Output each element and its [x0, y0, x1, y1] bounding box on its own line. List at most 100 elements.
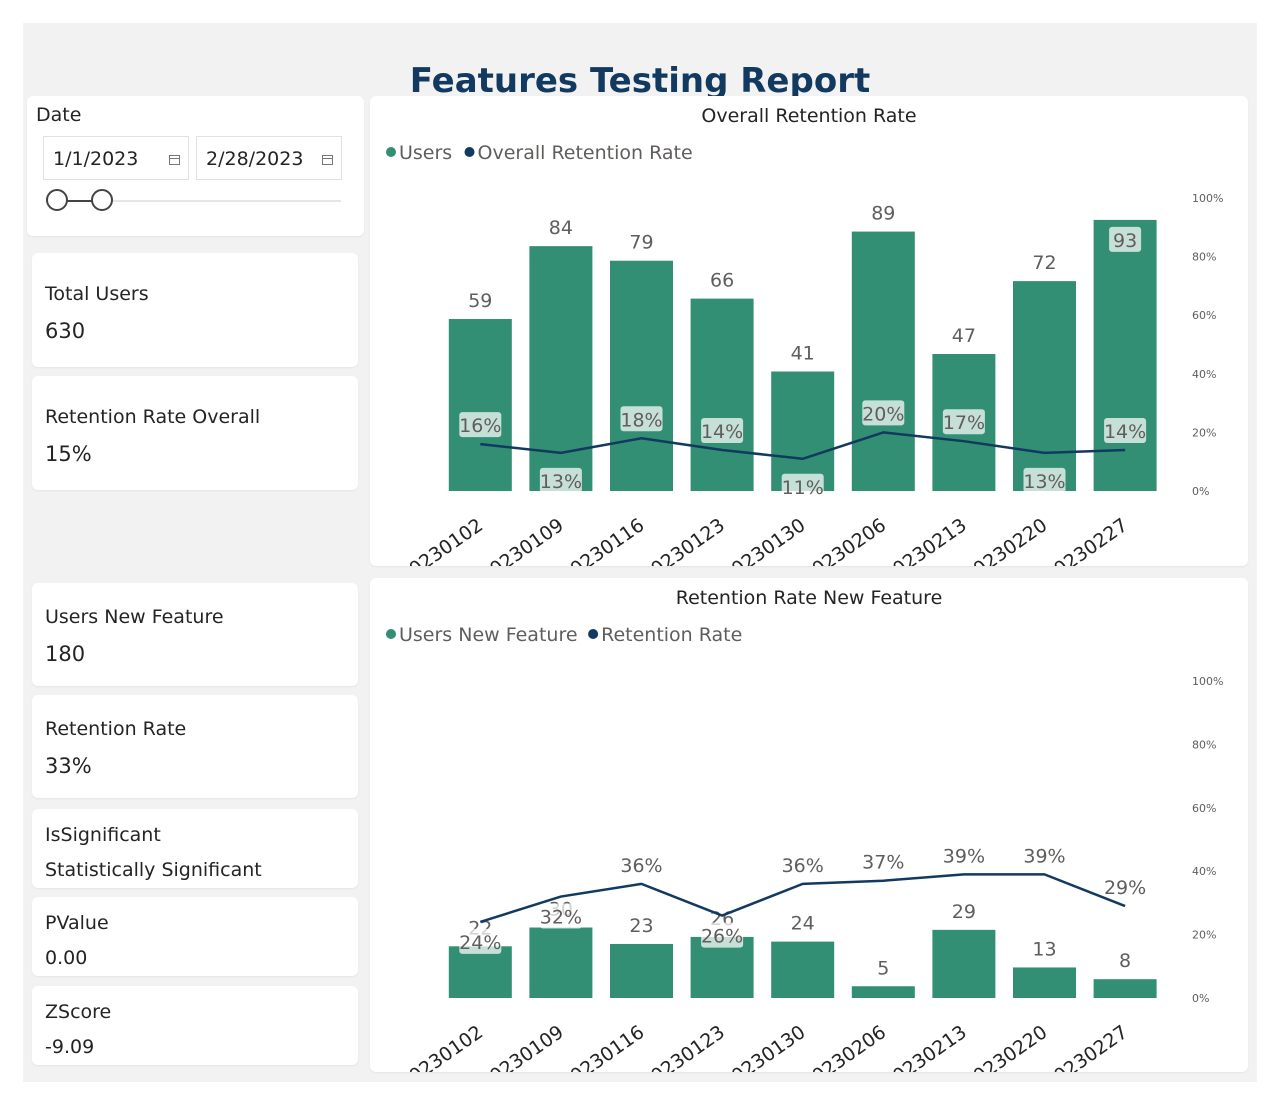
bar-20230116 — [610, 943, 673, 998]
bar-20230109 — [529, 246, 593, 491]
chart-title: Retention Rate New Feature — [676, 587, 943, 609]
kpi-value: 0.00 — [45, 947, 88, 969]
secondary-axis-tick: 80% — [1192, 251, 1216, 264]
kpi-label: ZScore — [45, 1001, 112, 1023]
retention-new-feature-chart: Retention Rate New Feature Users New Feat… — [370, 578, 1248, 1095]
bar-20230102 — [448, 319, 512, 491]
x-tick-label: 20230213 — [879, 1021, 971, 1072]
date-slicer: Date 1/1/2023 2/28/2023 — [27, 96, 364, 236]
kpi-label: Retention Rate — [45, 718, 187, 740]
secondary-axis-tick: 60% — [1192, 802, 1216, 815]
line-data-label: 26% — [701, 926, 743, 948]
bar-data-label: 59 — [468, 290, 492, 312]
bar-data-label-bg — [1109, 226, 1142, 252]
bar-20230220 — [1013, 281, 1076, 491]
x-tick-label: 20230220 — [960, 1021, 1052, 1072]
bar-20230102 — [448, 946, 512, 998]
line-data-label: 13% — [540, 471, 582, 493]
line-data-label: 39% — [1023, 845, 1065, 867]
legend-marker-line — [464, 147, 475, 157]
kpi-users-new-feature: Users New Feature 180 — [32, 583, 358, 686]
line-data-label-bg — [620, 406, 663, 432]
secondary-axis-tick: 40% — [1192, 368, 1216, 381]
x-tick-label: 20230206 — [798, 1021, 890, 1072]
bar-20230109 — [529, 927, 593, 998]
page-title: Features Testing Report — [409, 61, 871, 101]
kpi-label: IsSignificant — [45, 824, 161, 846]
x-tick-label: 20230213 — [879, 514, 971, 566]
kpi-value: 180 — [45, 642, 86, 666]
bar-20230206 — [851, 231, 915, 491]
line-data-label: 13% — [1023, 471, 1065, 493]
kpi-retention-overall: Retention Rate Overall 15% — [32, 376, 358, 490]
legend-marker-bar — [386, 629, 396, 639]
x-tick-label: 20230123 — [637, 1021, 729, 1072]
bar-20230227 — [1093, 219, 1157, 491]
x-tick-label: 20230102 — [395, 1021, 487, 1072]
legend-marker-bar — [386, 147, 396, 157]
kpi-value: 630 — [45, 319, 86, 343]
line-data-label: 36% — [782, 855, 824, 877]
calendar-icon[interactable] — [322, 155, 333, 165]
end-date-input[interactable]: 2/28/2023 — [196, 136, 342, 180]
line-data-label: 24% — [459, 932, 501, 954]
overall-retention-chart: Overall Retention Rate Users Overall Reten… — [370, 96, 1248, 588]
date-slider-end-handle[interactable] — [91, 189, 113, 211]
bar-data-label: 79 — [629, 232, 653, 254]
line-data-label-bg — [459, 928, 502, 954]
chart-title: Overall Retention Rate — [701, 105, 916, 127]
kpi-label: PValue — [45, 912, 109, 934]
bar-20230123 — [690, 298, 754, 491]
date-slider-start-handle[interactable] — [46, 189, 68, 211]
bar-data-label: 29 — [952, 901, 976, 923]
secondary-axis-tick: 0% — [1192, 485, 1209, 498]
x-tick-label: 20230109 — [476, 514, 568, 566]
line-data-label-bg — [1104, 417, 1147, 443]
kpi-value: Statistically Significant — [45, 859, 262, 881]
x-tick-label: 20230130 — [718, 514, 810, 566]
line-data-label-bg — [781, 473, 824, 499]
kpi-zscore: ZScore -9.09 — [32, 986, 358, 1065]
line-data-label-bg — [942, 409, 985, 435]
overall-retention-chart-svg: Overall Retention Rate Users Overall Reten… — [386, 105, 1223, 588]
x-tick-label: 20230227 — [1040, 514, 1132, 566]
bar-data-label: 5 — [877, 957, 889, 979]
line-data-label-bg — [862, 400, 905, 426]
kpi-pvalue: PValue 0.00 — [32, 897, 358, 976]
line-data-label: 37% — [862, 852, 904, 874]
line-data-label-bg — [539, 467, 582, 493]
secondary-axis-tick: 100% — [1192, 675, 1223, 688]
line-data-label: 36% — [620, 855, 662, 877]
line-data-label-bg — [701, 417, 744, 443]
kpi-value: 33% — [45, 754, 92, 778]
line-data-label-bg — [701, 922, 744, 948]
kpi-label: Users New Feature — [45, 606, 224, 628]
line-data-label: 20% — [862, 403, 904, 425]
date-slider-track[interactable] — [57, 200, 341, 202]
start-date-input[interactable]: 1/1/2023 — [43, 136, 189, 180]
bar-data-label: 84 — [549, 217, 573, 239]
x-tick-label: 20230206 — [798, 514, 890, 566]
secondary-axis-tick: 100% — [1192, 192, 1223, 205]
x-tick-label: 20230123 — [637, 514, 729, 566]
x-tick-label: 20230116 — [557, 514, 649, 566]
line-data-label-bg — [459, 412, 502, 438]
legend-label: Retention Rate — [601, 624, 742, 646]
bar-20230206 — [851, 986, 915, 998]
calendar-icon[interactable] — [169, 155, 180, 165]
bar-20230130 — [771, 371, 835, 491]
bar-data-label: 93 — [1113, 230, 1137, 252]
start-date-value: 1/1/2023 — [53, 148, 139, 170]
kpi-total-users: Total Users 630 — [32, 253, 358, 367]
x-tick-label: 20230227 — [1040, 1021, 1132, 1072]
bar-data-label: 8 — [1119, 950, 1131, 972]
report-canvas: Features Testing Report Date 1/1/2023 2/… — [23, 23, 1257, 1095]
x-tick-label: 20230130 — [718, 1021, 810, 1072]
line-data-label-bg — [1023, 467, 1066, 493]
line-data-label: 32% — [540, 907, 582, 929]
secondary-axis-tick: 80% — [1192, 738, 1216, 751]
line-data-label: 39% — [943, 845, 985, 867]
kpi-label: Retention Rate Overall — [45, 406, 261, 428]
secondary-axis-tick: 60% — [1192, 309, 1216, 322]
x-tick-label: 20230116 — [557, 1021, 649, 1072]
